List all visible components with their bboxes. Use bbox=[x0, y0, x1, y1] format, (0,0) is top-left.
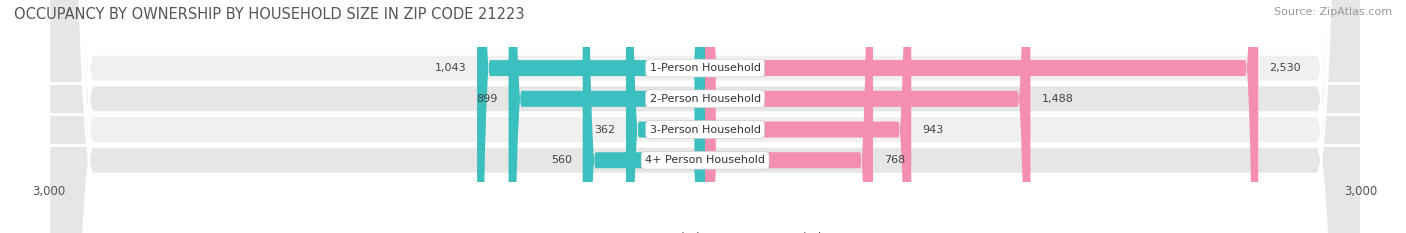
Text: 1-Person Household: 1-Person Household bbox=[650, 63, 761, 73]
Legend: Owner-occupied, Renter-occupied: Owner-occupied, Renter-occupied bbox=[583, 228, 827, 233]
Text: 1,488: 1,488 bbox=[1042, 94, 1073, 104]
FancyBboxPatch shape bbox=[706, 0, 1258, 233]
FancyBboxPatch shape bbox=[477, 0, 706, 233]
FancyBboxPatch shape bbox=[706, 0, 873, 233]
Text: 943: 943 bbox=[922, 124, 943, 134]
Text: 4+ Person Household: 4+ Person Household bbox=[645, 155, 765, 165]
Text: OCCUPANCY BY OWNERSHIP BY HOUSEHOLD SIZE IN ZIP CODE 21223: OCCUPANCY BY OWNERSHIP BY HOUSEHOLD SIZE… bbox=[14, 7, 524, 22]
Text: 362: 362 bbox=[593, 124, 614, 134]
FancyBboxPatch shape bbox=[626, 0, 706, 233]
FancyBboxPatch shape bbox=[706, 0, 911, 233]
FancyBboxPatch shape bbox=[582, 0, 706, 233]
Text: 768: 768 bbox=[884, 155, 905, 165]
FancyBboxPatch shape bbox=[49, 0, 1361, 233]
Text: 3-Person Household: 3-Person Household bbox=[650, 124, 761, 134]
Text: 2,530: 2,530 bbox=[1270, 63, 1301, 73]
Text: 2-Person Household: 2-Person Household bbox=[650, 94, 761, 104]
FancyBboxPatch shape bbox=[49, 0, 1361, 233]
Text: Source: ZipAtlas.com: Source: ZipAtlas.com bbox=[1274, 7, 1392, 17]
FancyBboxPatch shape bbox=[49, 0, 1361, 233]
Text: 1,043: 1,043 bbox=[434, 63, 467, 73]
FancyBboxPatch shape bbox=[509, 0, 706, 233]
FancyBboxPatch shape bbox=[706, 0, 1031, 233]
Text: 899: 899 bbox=[477, 94, 498, 104]
Text: 560: 560 bbox=[551, 155, 572, 165]
FancyBboxPatch shape bbox=[49, 0, 1361, 233]
